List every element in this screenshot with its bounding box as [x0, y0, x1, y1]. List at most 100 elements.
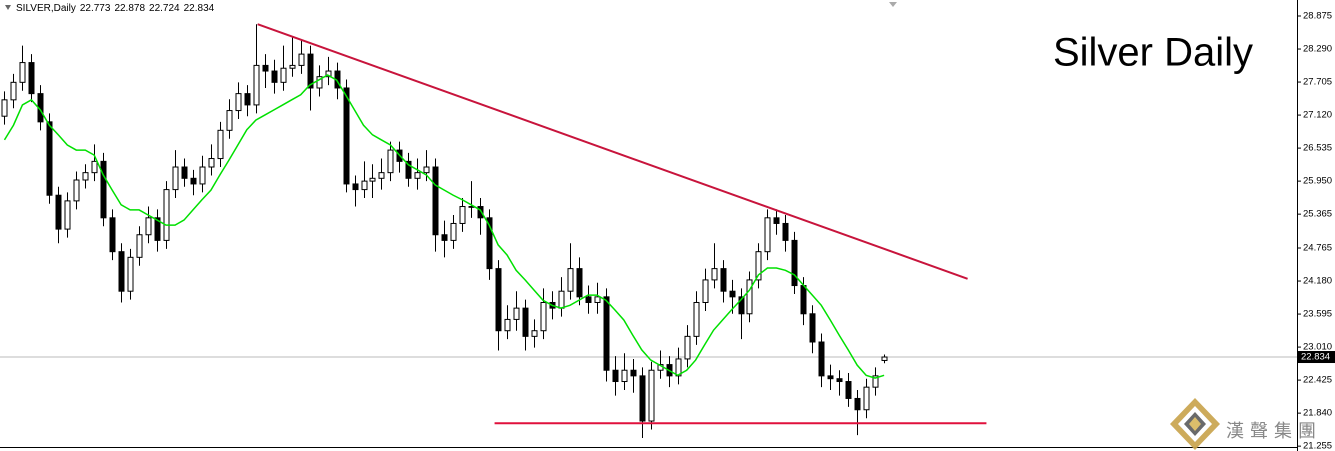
candle-body [585, 296, 592, 303]
symbol-label: SILVER,Daily [16, 3, 76, 14]
candle-body [172, 166, 179, 191]
candle-body [648, 369, 655, 422]
candle-body [28, 62, 35, 95]
candle-body [791, 239, 798, 287]
candle-body [145, 217, 152, 236]
candle-body [19, 62, 26, 83]
header-open: 22.773 [79, 3, 111, 14]
y-tick-label: 25.365 [1303, 209, 1332, 220]
y-tick-label: 21.840 [1303, 408, 1332, 419]
candle-body [567, 268, 574, 292]
y-tick-label: 26.535 [1303, 143, 1332, 154]
candle-body [361, 180, 368, 191]
candle-body [253, 64, 260, 106]
chart-header: SILVER,Daily 22.773 22.878 22.724 22.834 [16, 3, 218, 14]
candle-body [307, 53, 314, 89]
candle-body [369, 177, 376, 182]
y-tick-label: 21.255 [1303, 441, 1332, 451]
candle-body [773, 217, 780, 224]
candle-body [836, 378, 843, 383]
candle-body [540, 301, 547, 332]
candle-body [217, 129, 224, 160]
candle-body [64, 200, 71, 230]
candle-body [441, 234, 448, 241]
candle-body [764, 217, 771, 253]
candle-body [118, 251, 125, 292]
candle-body [226, 110, 233, 131]
candle-body [827, 375, 834, 380]
candle-body [163, 189, 170, 241]
candle-body [675, 358, 682, 377]
candle-body [621, 369, 628, 383]
candle-body [46, 121, 53, 196]
candle-body [154, 217, 161, 241]
candle-body [531, 330, 538, 337]
candle-body [872, 375, 879, 388]
candle-body [854, 397, 861, 411]
candle-body [423, 166, 430, 174]
candle-body [316, 76, 323, 89]
moving-average [3, 74, 885, 379]
y-tick-label: 27.120 [1303, 110, 1332, 121]
candle-body [405, 160, 412, 179]
candle-body [262, 64, 269, 72]
candle-body [450, 222, 457, 241]
candle-body [558, 290, 565, 309]
candle-body [477, 206, 484, 219]
candle-body [414, 172, 421, 179]
candle-body [280, 67, 287, 83]
candle-body [863, 386, 870, 411]
candle-body [109, 217, 116, 253]
candle-body [387, 149, 394, 174]
y-tick-label: 22.425 [1303, 375, 1332, 386]
candle-body [818, 341, 825, 377]
watermark-text: 漢聲集團 [1226, 421, 1322, 441]
candle-body [576, 268, 583, 298]
candle-body [91, 160, 98, 174]
candle-body [639, 375, 646, 422]
chart-title: Silver Daily [1053, 31, 1253, 75]
candle-body [235, 93, 242, 112]
candle-body [486, 217, 493, 270]
candle-body [10, 81, 17, 101]
header-high: 22.878 [114, 3, 146, 14]
y-tick-label: 24.765 [1303, 243, 1332, 254]
header-low: 22.724 [149, 3, 180, 14]
candle-body [208, 158, 215, 168]
y-tick-label: 23.595 [1303, 309, 1332, 320]
candle-body [127, 256, 134, 292]
candle-body [612, 369, 619, 383]
candle-body [136, 234, 143, 258]
candle-body [190, 177, 197, 185]
candle-body [504, 318, 511, 332]
trendline [257, 23, 968, 280]
candle-body [845, 381, 852, 399]
y-tick-label: 25.950 [1303, 176, 1332, 187]
price-label: 22.834 [1301, 352, 1330, 363]
candle-body [738, 296, 745, 315]
candle-body [746, 279, 753, 315]
watermark-logo [1170, 398, 1220, 450]
candle-body [73, 179, 80, 202]
candle-body [199, 166, 206, 185]
price-label-box [1298, 351, 1335, 364]
candle-body [289, 64, 296, 69]
candle-body [729, 290, 736, 298]
candle-body [693, 301, 700, 337]
header-close: 22.834 [183, 3, 215, 14]
candle-body [378, 172, 385, 179]
candle-body [459, 206, 466, 224]
candle-body [100, 160, 107, 219]
y-tick-label: 23.010 [1303, 342, 1332, 353]
shift-marker [889, 2, 897, 7]
candle-body [352, 183, 359, 191]
candle-body [881, 356, 888, 361]
candle-body [82, 172, 89, 181]
candle-body [630, 369, 637, 377]
candle-body [55, 194, 62, 230]
candle-body [603, 296, 610, 371]
candle-body [325, 70, 332, 78]
candle-body [800, 285, 807, 315]
candle-body [495, 268, 502, 332]
